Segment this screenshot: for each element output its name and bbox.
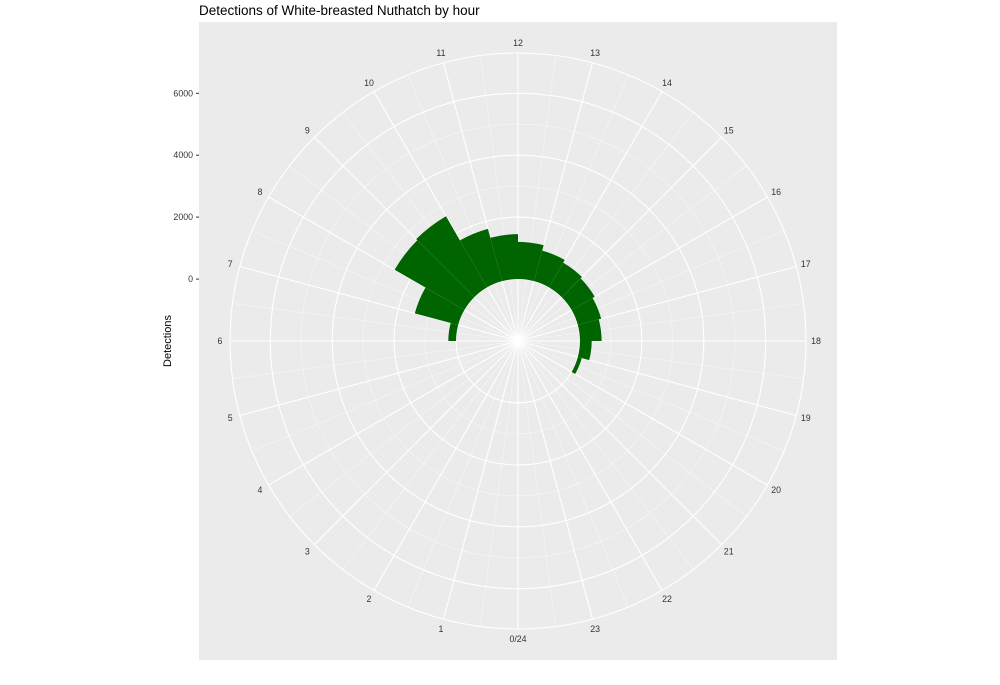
minor-grid-spoke bbox=[517, 165, 747, 342]
bar-hour-17 bbox=[577, 319, 602, 341]
minor-grid-spoke bbox=[517, 340, 694, 570]
bar-hour-13 bbox=[534, 250, 565, 288]
bar-hour-18 bbox=[577, 341, 592, 361]
minor-grid-spoke bbox=[289, 340, 519, 517]
minor-grid-spoke bbox=[232, 303, 519, 342]
y-tick-label: 4000 bbox=[173, 150, 193, 160]
major-grid-spoke bbox=[517, 91, 663, 342]
hour-label: 1 bbox=[438, 624, 443, 634]
bars bbox=[394, 216, 602, 374]
bar-hour-8 bbox=[394, 240, 475, 311]
minor-grid-spoke bbox=[517, 55, 556, 342]
minor-grid-spoke bbox=[407, 74, 519, 342]
grid-lines bbox=[229, 52, 807, 630]
minor-grid-spoke bbox=[232, 340, 519, 379]
hour-label: 12 bbox=[513, 38, 523, 48]
major-grid-spoke bbox=[517, 340, 768, 486]
minor-grid-spoke bbox=[289, 165, 519, 342]
hour-label: 3 bbox=[305, 547, 310, 557]
bar-hour-14 bbox=[548, 262, 582, 298]
hour-label: 21 bbox=[724, 547, 734, 557]
y-axis-label: Detections bbox=[162, 315, 174, 367]
bar-hour-12 bbox=[518, 241, 544, 282]
hour-label: 4 bbox=[257, 485, 262, 495]
hour-label: 5 bbox=[228, 413, 233, 423]
bar-hour-6 bbox=[448, 322, 459, 341]
hour-label: 18 bbox=[811, 336, 821, 346]
minor-grid-spoke bbox=[517, 340, 629, 608]
chart-title: Detections of White-breasted Nuthatch by… bbox=[199, 3, 480, 18]
minor-grid-spoke bbox=[517, 230, 785, 342]
hour-label: 19 bbox=[801, 413, 811, 423]
bar-hour-16 bbox=[571, 297, 602, 325]
major-grid-spoke bbox=[239, 265, 519, 342]
hour-label: 13 bbox=[590, 48, 600, 58]
minor-grid-spoke bbox=[517, 340, 804, 379]
minor-grid-spoke bbox=[517, 340, 785, 452]
hour-label: 17 bbox=[801, 259, 811, 269]
major-grid-spoke bbox=[268, 340, 519, 486]
y-tick-label: 6000 bbox=[173, 88, 193, 98]
hour-label: 14 bbox=[662, 78, 672, 88]
major-grid-spoke bbox=[442, 340, 519, 620]
minor-grid-spoke bbox=[517, 340, 747, 517]
major-grid-spoke bbox=[314, 340, 519, 545]
hour-label: 6 bbox=[218, 336, 223, 346]
hour-label: 8 bbox=[257, 187, 262, 197]
major-grid-spoke bbox=[517, 340, 594, 620]
major-grid-spoke bbox=[517, 340, 797, 417]
hour-label: 7 bbox=[228, 259, 233, 269]
bar-hour-7 bbox=[414, 287, 465, 325]
y-axis: 0 2000 4000 6000 bbox=[173, 88, 199, 284]
minor-grid-spoke bbox=[251, 230, 519, 342]
bar-hour-11 bbox=[490, 234, 518, 282]
major-grid-spoke bbox=[517, 196, 768, 342]
hour-label: 9 bbox=[305, 125, 310, 135]
minor-grid-spoke bbox=[517, 112, 694, 342]
hour-label: 16 bbox=[771, 187, 781, 197]
hour-label: 11 bbox=[436, 48, 445, 58]
hour-labels: 0/24123456789101112131415161718192021222… bbox=[218, 38, 821, 644]
hour-label: 15 bbox=[724, 125, 734, 135]
minor-grid-spoke bbox=[480, 340, 519, 627]
major-grid-spoke bbox=[517, 265, 797, 342]
minor-grid-spoke bbox=[517, 74, 629, 342]
major-grid-spoke bbox=[517, 340, 722, 545]
minor-grid-spoke bbox=[517, 340, 556, 627]
bar-hour-9 bbox=[416, 216, 488, 298]
minor-grid-spoke bbox=[517, 303, 804, 342]
major-grid-spoke bbox=[268, 196, 519, 342]
hour-label: 23 bbox=[590, 624, 600, 634]
minor-grid-spoke bbox=[251, 340, 519, 452]
major-grid-spoke bbox=[517, 340, 663, 591]
major-grid-spoke bbox=[442, 62, 519, 342]
y-tick-label: 2000 bbox=[173, 212, 193, 222]
hour-label: 22 bbox=[662, 594, 672, 604]
bar-hour-15 bbox=[561, 278, 595, 311]
bar-hour-10 bbox=[459, 228, 502, 288]
major-grid-spoke bbox=[373, 340, 519, 591]
hour-label: 2 bbox=[367, 594, 372, 604]
hour-label: 0/24 bbox=[509, 634, 526, 644]
major-grid-spoke bbox=[517, 137, 722, 342]
minor-grid-spoke bbox=[342, 340, 519, 570]
minor-grid-spoke bbox=[480, 55, 519, 342]
major-grid-spoke bbox=[517, 62, 594, 342]
hour-label: 10 bbox=[364, 78, 374, 88]
bar-hour-19 bbox=[571, 357, 582, 374]
y-tick-label: 0 bbox=[188, 274, 193, 284]
hour-label: 20 bbox=[771, 485, 781, 495]
minor-grid-spoke bbox=[407, 340, 519, 608]
major-grid-spoke bbox=[239, 340, 519, 417]
